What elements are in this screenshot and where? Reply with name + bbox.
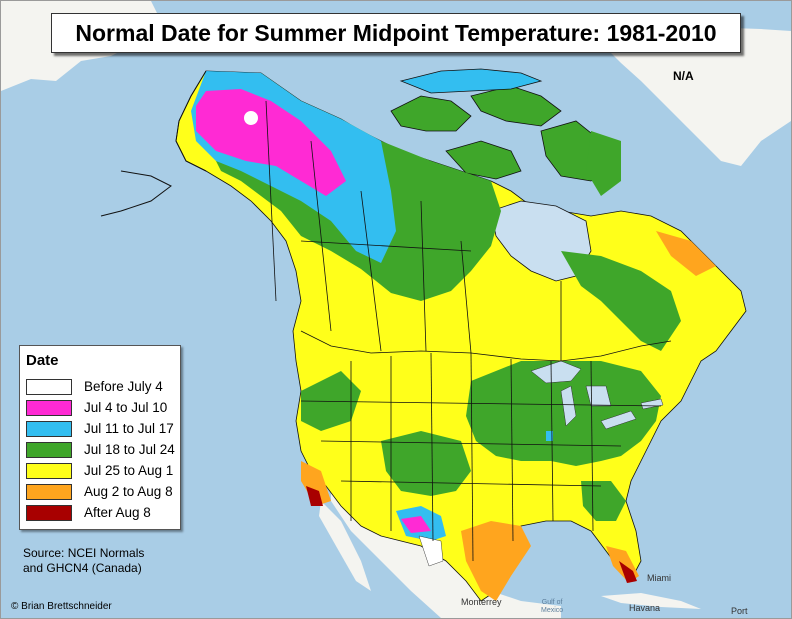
- legend-item: Jul 18 to Jul 24: [26, 440, 176, 459]
- lake-huron: [585, 385, 612, 407]
- alaska-coast: [175, 70, 207, 172]
- place-label-monterrey: Monterrey: [461, 597, 502, 607]
- source-line-2: and GHCN4 (Canada): [23, 561, 142, 575]
- legend-label: Jul 18 to Jul 24: [84, 442, 175, 457]
- legend-swatch: [26, 504, 72, 521]
- legend-label: Jul 4 to Jul 10: [84, 400, 168, 415]
- place-label-havana: Havana: [629, 603, 661, 613]
- white-zone-alaska: [244, 111, 258, 125]
- legend-label: Jul 11 to Jul 17: [84, 421, 174, 436]
- red-zone-florida: [619, 561, 637, 583]
- lake-superior: [530, 360, 582, 384]
- magenta-zone-alaska: [196, 89, 346, 196]
- arctic-island: [390, 95, 472, 132]
- legend-item: After Aug 8: [26, 503, 176, 522]
- place-label-miami: Miami: [647, 573, 671, 583]
- sea-label-gulf-of-mexico: Gulf of Mexico: [541, 599, 564, 614]
- green-zone-midwest: [466, 361, 661, 466]
- legend-swatch: [26, 420, 72, 437]
- legend-item: Jul 11 to Jul 17: [26, 419, 176, 438]
- credit: © Brian Brettschneider: [11, 601, 112, 612]
- orange-zone-labrador: [656, 231, 716, 276]
- place-label-port: Port: [731, 606, 748, 616]
- legend-swatch: [26, 483, 72, 500]
- legend-label: Aug 2 to Aug 8: [84, 484, 173, 499]
- legend-title: Date: [26, 352, 59, 369]
- cuba: [601, 593, 701, 609]
- legend: Date Before July 4 Jul 4 to Jul 10 Jul 1…: [19, 345, 181, 530]
- white-zone-texas: [418, 535, 444, 567]
- red-zone-california: [306, 486, 323, 506]
- aleutian-coast: [100, 170, 172, 217]
- legend-item: Jul 4 to Jul 10: [26, 398, 176, 417]
- legend-item: Before July 4: [26, 377, 176, 396]
- green-zone-west: [301, 371, 361, 431]
- source-note: Source: NCEI Normals and GHCN4 (Canada): [23, 546, 144, 576]
- legend-label: Before July 4: [84, 379, 163, 394]
- baja-peninsula: [319, 501, 371, 591]
- green-zone-southwest: [381, 431, 471, 496]
- green-zone-baffin: [586, 131, 621, 196]
- legend-label: After Aug 8: [84, 505, 151, 520]
- arctic-island: [399, 68, 543, 94]
- legend-item: Aug 2 to Aug 8: [26, 482, 176, 501]
- map-title: Normal Date for Summer Midpoint Temperat…: [51, 13, 741, 53]
- orange-zone-california: [301, 461, 331, 506]
- greenland-na-label: N/A: [673, 69, 694, 83]
- political-borders: [265, 100, 672, 562]
- blue-zone-michigan: [546, 431, 553, 441]
- lake-ontario: [640, 398, 664, 410]
- lake-michigan: [560, 385, 577, 427]
- legend-swatch: [26, 399, 72, 416]
- magenta-zone-new-mexico: [401, 516, 431, 533]
- legend-label: Jul 25 to Aug 1: [84, 463, 174, 478]
- legend-swatch: [26, 378, 72, 395]
- green-zone-quebec: [561, 251, 681, 351]
- source-line-1: Source: NCEI Normals: [23, 546, 145, 560]
- legend-swatch: [26, 441, 72, 458]
- orange-zone-texas: [461, 521, 531, 601]
- greenland: [599, 27, 791, 166]
- legend-item: Jul 25 to Aug 1: [26, 461, 176, 480]
- lake-erie: [600, 410, 637, 430]
- legend-swatch: [26, 462, 72, 479]
